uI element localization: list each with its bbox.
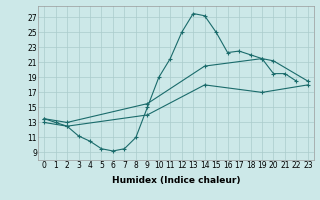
X-axis label: Humidex (Indice chaleur): Humidex (Indice chaleur) [112,176,240,185]
